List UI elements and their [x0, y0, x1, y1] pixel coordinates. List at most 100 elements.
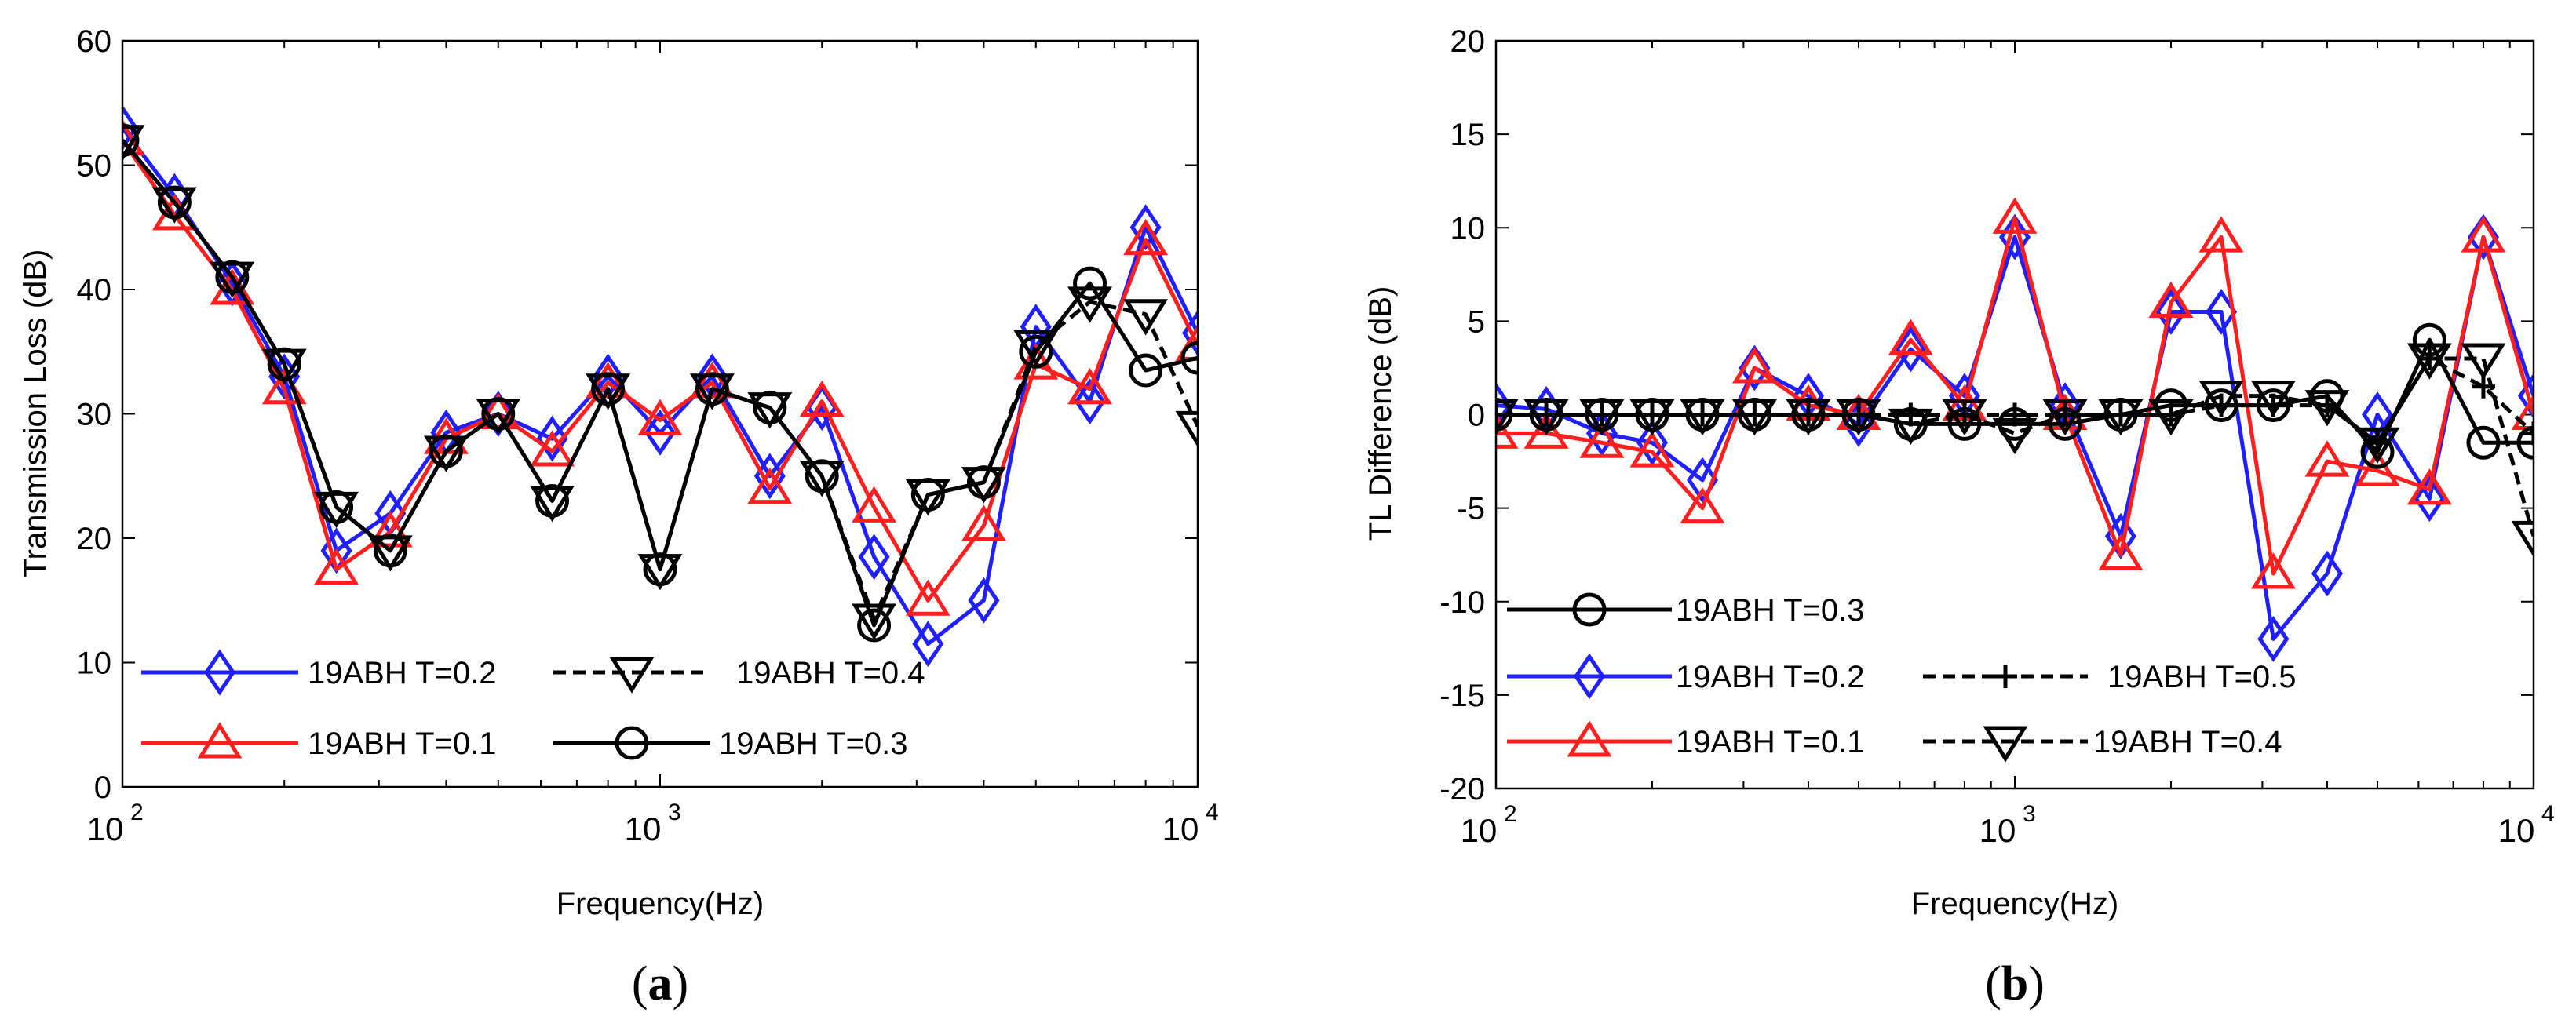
data-point-a-0-10 [644, 409, 677, 456]
data-point-a-3-2 [215, 260, 250, 294]
data-point-a-3-4 [319, 490, 354, 524]
data-point-b-4-1 [1529, 398, 1563, 432]
data-point-b-4-18 [2412, 322, 2446, 357]
data-point-a-1-11 [689, 362, 735, 399]
data-point-a-0-18 [1074, 378, 1106, 425]
x-tick-label-exp-a-0: 2 [130, 799, 144, 825]
data-point-b-1-13 [2148, 281, 2194, 319]
series-layer-a [122, 104, 1198, 668]
data-point-b-3-14 [2198, 381, 2244, 417]
y-tick-label-b-8: 20 [1450, 24, 1486, 59]
legend-marker-b-3 [1567, 720, 1612, 757]
y-tick-label-a-1: 10 [77, 646, 112, 681]
y-tick-label-b-4: 0 [1468, 399, 1485, 433]
data-point-b-1-8 [1888, 319, 1933, 355]
legend-label-b-1: 19ABH T=0.2 [1676, 660, 1865, 694]
data-point-a-1-8 [530, 430, 575, 467]
series-line-b-1 [1496, 216, 2534, 576]
data-point-a-3-10 [643, 552, 677, 587]
data-point-a-0-14 [858, 534, 890, 581]
legend-label-a-2: 19ABH T=0.1 [308, 727, 497, 761]
data-point-b-4-13 [2154, 388, 2188, 423]
data-point-a-3-20 [1180, 341, 1198, 375]
x-tick-label-a-1: 10 [625, 810, 662, 847]
y-tick-label-b-7: 15 [1450, 118, 1486, 152]
legend-entry-b-2: 19ABH T=0.5 [1923, 660, 2297, 694]
panel-label-open-b: ( [1985, 957, 2001, 1011]
data-point-b-0-16 [2311, 550, 2343, 597]
legend-entry-a-2: 19ABH T=0.1 [141, 722, 497, 761]
data-point-b-4-4 [1685, 398, 1720, 432]
axis-ticks-b [1495, 40, 2534, 789]
y-tick-labels-b: -20 -15 -10 -5 0 5 10 15 20 [1439, 24, 1485, 807]
y-tick-label-a-6: 60 [77, 24, 112, 59]
data-point-b-1-0 [1496, 412, 1519, 449]
y-tick-labels-a: 0 10 20 30 40 50 60 [77, 24, 112, 805]
data-point-b-1-19 [2461, 216, 2506, 253]
data-point-a-3-7 [481, 397, 516, 431]
data-point-b-4-20 [2516, 425, 2534, 460]
legend-entry-b-1: 19ABH T=0.2 [1507, 653, 1865, 700]
series-line-a-3 [122, 139, 1198, 628]
legend-marker-a-3 [615, 726, 649, 760]
legend-marker-b-2 [1994, 665, 2017, 688]
y-tick-label-a-2: 20 [77, 522, 112, 556]
data-point-b-4-16 [2310, 379, 2344, 413]
data-point-b-1-2 [1579, 421, 1625, 458]
legend-marker-b-0 [1572, 592, 1607, 627]
data-point-a-3-1 [157, 185, 192, 220]
data-point-a-3-12 [753, 391, 787, 425]
x-tick-label-b-2: 10 [2498, 812, 2535, 849]
legend-entry-b-0: 19ABH T=0.3 [1507, 592, 1865, 628]
data-point-b-1-10 [1992, 197, 2038, 234]
data-point-a-1-4 [314, 548, 359, 585]
data-point-a-1-14 [852, 486, 897, 523]
legend-entry-a-3: 19ABH T=0.3 [553, 726, 908, 761]
y-tick-label-a-0: 0 [94, 770, 111, 805]
legend-entry-a-1: 19ABH T=0.4 [553, 656, 925, 694]
legend-marker-a-2 [197, 722, 243, 759]
data-point-b-4-15 [2256, 388, 2290, 423]
series-a-3 [122, 123, 1198, 643]
y-tick-label-b-0: -20 [1439, 772, 1485, 807]
data-point-a-0-0 [122, 104, 139, 151]
data-point-a-2-14 [852, 603, 897, 640]
data-point-b-1-17 [2355, 450, 2400, 486]
data-point-b-4-17 [2360, 435, 2395, 469]
x-tick-label-exp-a-1: 3 [668, 799, 681, 825]
y-tick-label-b-6: 10 [1450, 211, 1486, 246]
data-point-a-1-12 [747, 467, 793, 504]
legend-marker-a-1 [609, 657, 655, 694]
y-tick-label-b-3: -5 [1457, 492, 1485, 526]
series-a-2 [122, 125, 1198, 640]
x-tick-label-exp-b-2: 4 [2541, 801, 2555, 827]
data-point-b-0-15 [2257, 615, 2290, 662]
series-b-4 [1496, 322, 2534, 469]
y-axis-label-a: Transmission Loss (dB) [18, 249, 53, 578]
data-point-a-3-5 [373, 534, 407, 568]
panel-label-open-a: ( [632, 957, 648, 1011]
data-point-a-2-17 [1013, 330, 1059, 367]
data-point-b-0-4 [1687, 457, 1719, 504]
data-point-b-1-20 [2511, 393, 2534, 430]
data-point-b-0-3 [1636, 419, 1669, 466]
data-point-b-4-10 [1998, 406, 2032, 441]
data-point-b-0-13 [2155, 289, 2187, 335]
data-point-a-1-19 [1123, 218, 1169, 256]
data-point-a-3-11 [695, 372, 729, 406]
y-tick-label-a-4: 40 [77, 273, 112, 308]
x-axis-label-a: Frequency(Hz) [556, 887, 764, 921]
data-point-b-4-14 [2204, 388, 2238, 423]
data-point-b-0-0 [1496, 382, 1512, 429]
data-point-b-3-20 [2511, 520, 2534, 558]
panel-label-close-b: ) [2028, 957, 2045, 1011]
legend-label-b-4: 19ABH T=0.4 [2093, 725, 2282, 759]
data-point-b-1-4 [1680, 486, 1725, 524]
legend-b: 19ABH T=0.3 19ABH T=0.2 19ABH T=0.5 19ABH T… [1507, 592, 2297, 763]
y-tick-label-b-2: -10 [1439, 585, 1485, 620]
data-point-a-2-0 [122, 125, 145, 162]
data-point-a-3-18 [1073, 266, 1107, 300]
data-point-b-1-12 [2098, 534, 2144, 570]
data-point-b-4-19 [2466, 425, 2501, 460]
data-point-b-4-12 [2103, 398, 2138, 432]
